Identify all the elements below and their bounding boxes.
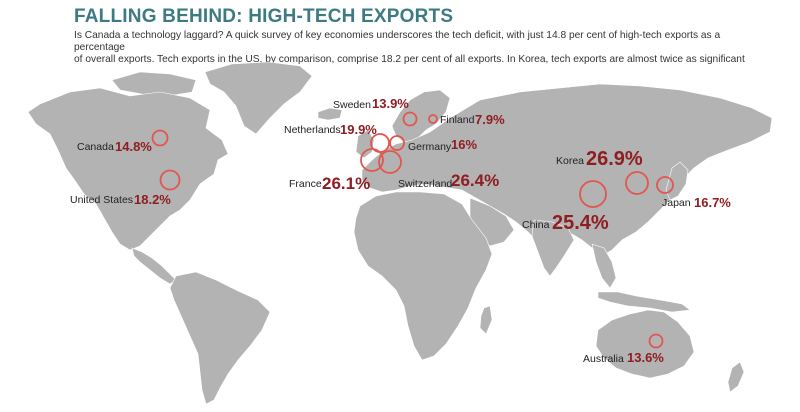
marker-country-germany: Germany (408, 141, 452, 153)
marker-ring-france (360, 148, 384, 172)
marker-country-china: China (522, 219, 550, 231)
marker-country-finland: Finland (440, 114, 475, 126)
north-america-land (27, 87, 229, 251)
marker-value-united-states: 18.2% (134, 192, 171, 207)
marker-value-france: 26.1% (322, 174, 370, 193)
iceland-land (317, 107, 343, 121)
marker-ring-sweden (402, 111, 418, 127)
marker-country-france: France (289, 178, 322, 190)
subtitle-line-1: Is Canada a technology laggard? A quick … (74, 30, 721, 53)
marker-country-sweden: Sweden (333, 99, 371, 111)
marker-value-korea: 26.9% (586, 148, 643, 170)
marker-value-sweden: 13.9% (372, 96, 409, 111)
marker-value-australia: 13.6% (627, 350, 664, 365)
marker-ring-australia (648, 333, 664, 349)
chart-subtitle: Is Canada a technology laggard? A quick … (74, 30, 764, 66)
marker-country-korea: Korea (556, 155, 584, 167)
marker-value-china: 25.4% (552, 212, 609, 234)
south-america-land (169, 271, 271, 405)
marker-country-netherlands: Netherlands (284, 124, 341, 136)
marker-value-switzerland: 26.4% (451, 171, 499, 190)
marker-country-japan: Japan (662, 197, 691, 209)
land-masses (27, 61, 773, 405)
greenland-land (204, 61, 313, 135)
indonesia-land (597, 291, 691, 313)
marker-ring-korea (625, 171, 649, 195)
southeast-asia-land (591, 243, 617, 289)
marker-ring-united-states (159, 169, 181, 191)
marker-country-canada: Canada (77, 141, 114, 153)
india-land (531, 219, 575, 277)
marker-ring-japan (656, 176, 674, 194)
central-america-land (131, 247, 177, 285)
marker-country-united-states: United States (70, 194, 133, 206)
marker-ring-germany (389, 135, 405, 151)
marker-ring-finland (428, 114, 438, 124)
arctic-islands-land (111, 71, 197, 97)
eurasia-land (361, 83, 773, 257)
marker-ring-canada (151, 129, 169, 147)
marker-value-canada: 14.8% (115, 139, 152, 154)
marker-layer: Canada 14.8% United States 18.2% Sweden … (70, 96, 731, 365)
chart-title: FALLING BEHIND: HIGH-TECH EXPORTS (74, 6, 454, 27)
new-zealand-land (727, 361, 745, 393)
marker-country-switzerland: Switzerland (398, 178, 452, 190)
marker-value-japan: 16.7% (694, 195, 731, 210)
marker-country-australia: Australia (583, 353, 624, 365)
marker-ring-china (579, 180, 607, 208)
africa-land (353, 191, 493, 361)
marker-value-finland: 7.9% (475, 112, 505, 127)
australia-land (595, 309, 695, 379)
marker-value-netherlands: 19.9% (340, 122, 377, 137)
madagascar-land (479, 305, 493, 335)
uk-land (355, 129, 375, 159)
marker-value-germany: 16% (451, 137, 477, 152)
marker-ring-switzerland (378, 150, 402, 174)
subtitle-line-2: of overall exports. Tech exports in the … (74, 54, 745, 65)
